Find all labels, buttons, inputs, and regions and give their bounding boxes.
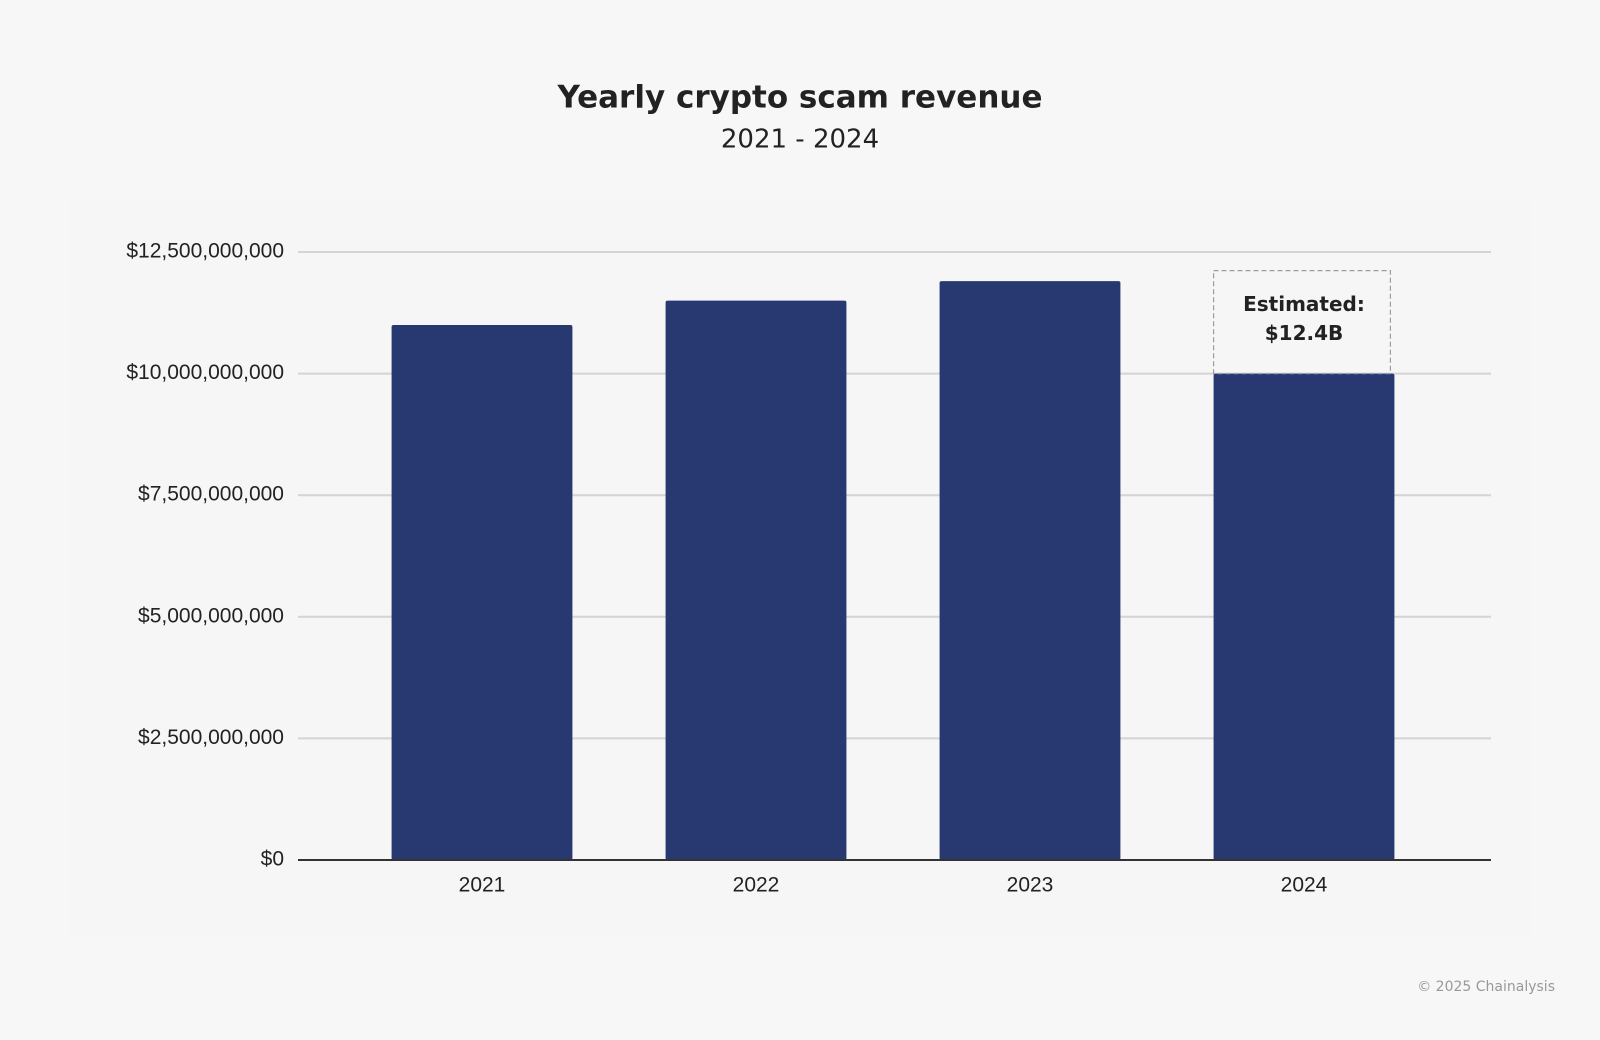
y-tick-label: $7,500,000,000 (138, 483, 284, 506)
chart-subtitle: 2021 - 2024 (721, 125, 879, 155)
x-tick-label: 2023 (1007, 874, 1054, 897)
y-tick-label: $2,500,000,000 (138, 726, 284, 749)
annotation-box (1212, 270, 1392, 375)
y-tick-label: $10,000,000,000 (126, 361, 284, 384)
x-tick-label: 2022 (733, 874, 780, 897)
y-tick-label: $12,500,000,000 (126, 240, 284, 263)
annotation-text: Estimated: (1243, 292, 1365, 316)
bar (391, 324, 573, 861)
y-tick-label: $5,000,000,000 (138, 604, 284, 627)
y-tick-label: $0 (261, 848, 284, 871)
chart-title: Yearly crypto scam revenue (557, 80, 1043, 116)
x-tick-label: 2021 (459, 874, 506, 897)
x-tick-label: 2024 (1281, 874, 1328, 897)
bar (939, 281, 1121, 861)
footer: © 2025 Chainalysis (1417, 979, 1555, 995)
bar (1213, 373, 1395, 860)
bar (665, 300, 847, 860)
annotation-text: $12.4B (1265, 321, 1344, 345)
